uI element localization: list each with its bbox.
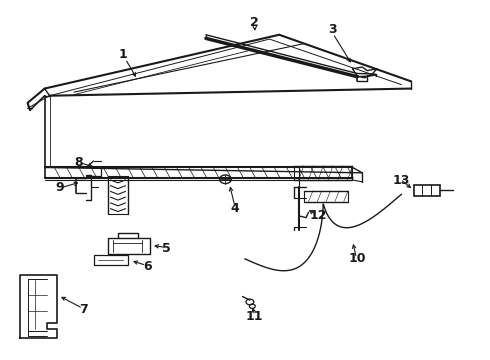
Text: 2: 2 — [250, 16, 259, 29]
Text: 7: 7 — [79, 303, 88, 316]
Text: 9: 9 — [55, 181, 64, 194]
Text: 12: 12 — [310, 210, 327, 222]
Text: 13: 13 — [392, 174, 410, 186]
Text: 4: 4 — [231, 202, 240, 215]
Text: 5: 5 — [163, 242, 171, 255]
Text: 3: 3 — [329, 23, 337, 36]
Text: 11: 11 — [246, 310, 264, 323]
Text: 6: 6 — [143, 260, 151, 273]
Text: 10: 10 — [348, 252, 366, 265]
Text: 8: 8 — [74, 156, 83, 168]
Text: 1: 1 — [119, 48, 127, 61]
Bar — [414, 185, 441, 196]
